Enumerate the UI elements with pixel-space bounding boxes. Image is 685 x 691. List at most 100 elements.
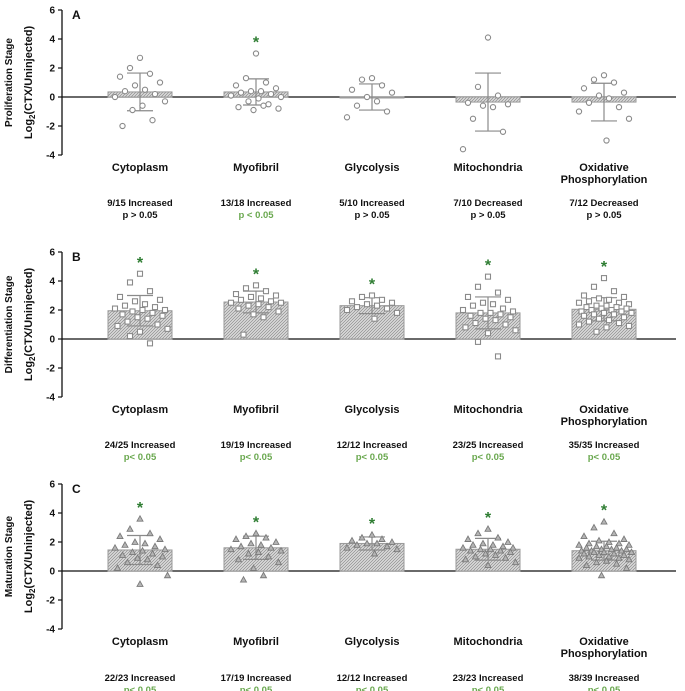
data-point <box>118 551 127 558</box>
data-point <box>464 293 472 301</box>
data-point <box>134 314 141 321</box>
data-point <box>123 558 132 566</box>
data-point <box>627 548 636 555</box>
data-point <box>373 302 381 309</box>
data-point <box>492 317 499 324</box>
data-point <box>129 106 136 114</box>
data-point <box>146 340 154 347</box>
data-point <box>232 290 240 298</box>
data-point <box>163 571 172 579</box>
data-point <box>499 305 507 312</box>
data-point <box>476 545 485 553</box>
data-point <box>348 86 356 93</box>
data-point <box>625 322 633 330</box>
data-point <box>620 293 628 301</box>
count-text: 5/10 Increased <box>339 198 405 209</box>
data-point <box>378 296 386 303</box>
y-tick-label: -2 <box>46 364 55 375</box>
data-point <box>114 322 121 330</box>
data-point <box>250 311 257 318</box>
data-point <box>141 539 149 547</box>
y-tick-label: -4 <box>46 393 55 404</box>
p-value-text: p > 0.05 <box>122 210 158 221</box>
data-point <box>235 305 242 312</box>
p-value-text: p < 0.05 <box>238 210 274 221</box>
data-point <box>237 89 245 96</box>
data-point <box>580 532 588 540</box>
data-point <box>612 543 621 551</box>
data-point <box>590 283 598 290</box>
data-point <box>113 564 122 571</box>
data-point <box>477 309 484 316</box>
data-point <box>257 540 265 548</box>
y-tick-label: 2 <box>49 306 55 317</box>
data-point <box>378 535 386 542</box>
data-point <box>267 90 275 98</box>
data-point <box>121 302 129 309</box>
data-point <box>479 539 487 547</box>
data-point <box>373 98 381 105</box>
data-point <box>603 302 610 309</box>
data-point <box>136 270 144 277</box>
count-text: 22/23 Increased <box>105 673 176 684</box>
data-point <box>504 101 512 108</box>
data-point <box>249 564 258 571</box>
data-point <box>610 311 618 318</box>
data-point <box>620 551 628 558</box>
data-point <box>239 575 248 583</box>
data-point <box>583 304 590 311</box>
data-point <box>353 304 361 311</box>
data-point <box>343 306 351 314</box>
data-point <box>277 93 285 101</box>
data-point <box>585 539 593 547</box>
data-point <box>585 552 593 560</box>
data-point <box>461 555 470 563</box>
p-value-text: p< 0.05 <box>356 452 389 463</box>
category-label: Glycolysis <box>344 162 399 174</box>
data-point <box>467 312 474 319</box>
data-point <box>154 321 161 328</box>
data-point <box>628 309 635 316</box>
data-point <box>111 305 119 312</box>
data-point <box>156 79 164 86</box>
count-text: 7/12 Decreased <box>569 198 638 209</box>
data-point <box>474 338 482 345</box>
data-point <box>257 88 265 95</box>
y-tick-label: 4 <box>49 509 55 520</box>
data-point <box>378 82 386 89</box>
data-point <box>489 104 497 111</box>
data-point <box>590 76 598 83</box>
data-point <box>464 99 472 106</box>
data-point <box>164 325 171 332</box>
data-point <box>625 540 633 548</box>
data-point <box>358 293 366 301</box>
data-point <box>590 523 598 531</box>
data-point <box>262 79 270 86</box>
data-point <box>353 540 361 548</box>
data-point <box>393 545 401 553</box>
data-point <box>234 555 243 563</box>
data-point <box>121 540 129 548</box>
data-point <box>585 318 593 325</box>
data-point <box>161 98 169 105</box>
data-point <box>462 324 469 331</box>
data-point <box>592 542 601 550</box>
data-point <box>474 529 482 537</box>
data-point <box>146 529 154 537</box>
stage-label: Differentiation Stage <box>4 275 15 373</box>
data-point <box>585 298 593 305</box>
bar <box>339 305 405 340</box>
p-value-text: p< 0.05 <box>356 685 389 691</box>
data-point <box>499 128 507 135</box>
data-point <box>590 311 598 318</box>
count-text: 38/39 Increased <box>569 673 640 684</box>
data-point <box>595 536 603 544</box>
data-point <box>618 308 625 315</box>
data-point <box>623 305 630 312</box>
data-point <box>509 543 517 551</box>
data-point <box>136 54 144 61</box>
data-point <box>121 88 129 95</box>
data-point <box>625 555 633 563</box>
data-point <box>252 50 260 57</box>
data-point <box>159 312 166 319</box>
